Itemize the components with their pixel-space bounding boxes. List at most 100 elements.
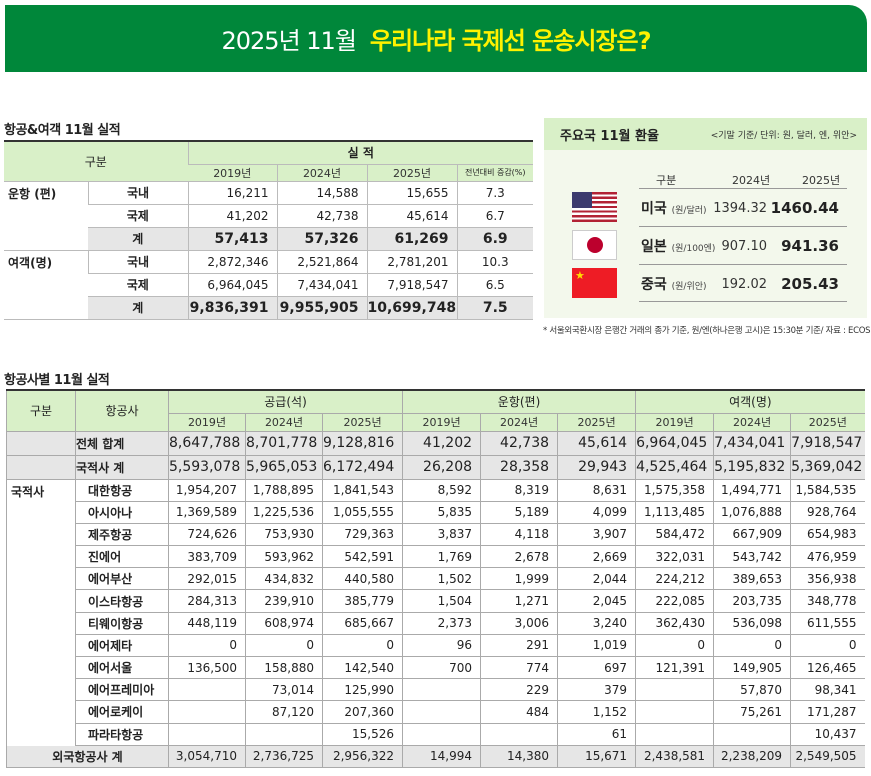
cell-value: 584,472 xyxy=(635,523,714,547)
cell-value: 125,990 xyxy=(321,678,403,702)
cell-value: 2,549,505 xyxy=(790,745,865,768)
cell-value: 928,764 xyxy=(790,501,865,524)
cell-value: 26,208 xyxy=(402,455,481,480)
fx-value-2025: 205.43 xyxy=(781,275,839,293)
cell-value: 61,269 xyxy=(366,227,457,251)
cell-value: 57,326 xyxy=(276,227,367,251)
cell-value: 667,909 xyxy=(713,523,791,547)
exchange-rate-unit: <기말 기준/ 단위: 원, 달러, 엔, 위안> xyxy=(710,130,857,141)
cell-value: 10.3 xyxy=(456,250,534,274)
table-row: 국제 41,202 42,738 45,614 6.7 xyxy=(4,204,534,228)
cell-value: 292,015 xyxy=(168,567,246,591)
cell-value: 0 xyxy=(635,634,714,658)
cell-value: 2,678 xyxy=(480,545,558,569)
cell-value: 7,434,041 xyxy=(276,273,367,297)
cell-value: 1,584,535 xyxy=(790,479,865,502)
cell-value: 1,369,589 xyxy=(168,501,246,524)
banner-date: 2025년 11월 xyxy=(221,27,357,55)
cell-value: 2,044 xyxy=(557,567,636,591)
national-total-row: 국적사 계 5,593,078 5,965,053 6,172,494 26,208 28… xyxy=(6,455,865,480)
cell-value: 61 xyxy=(557,723,636,746)
airlines-title: 항공사별 11월 실적 xyxy=(4,373,110,388)
cell-value: 28,358 xyxy=(480,455,558,480)
cell-value xyxy=(168,723,246,746)
airline-name: 아시아나 xyxy=(75,501,169,524)
header-year: 2024년 xyxy=(713,413,791,432)
cell-value: 608,974 xyxy=(245,612,323,635)
cell-value: 0 xyxy=(790,634,865,658)
cell-value: 1,502 xyxy=(402,567,481,591)
cell-value: 1,019 xyxy=(557,634,636,658)
airline-row: 진에어 383,709 593,962 542,591 1,769 2,678 2,669 3… xyxy=(7,545,865,569)
cell-value: 4,525,464 xyxy=(635,455,714,480)
cell-value: 158,880 xyxy=(245,656,323,680)
header-years-row: 2019년 2024년 2025년 전년대비 증감(%) xyxy=(4,164,534,182)
cell-value: 207,360 xyxy=(321,700,403,724)
airline-name: 제주항공 xyxy=(75,523,169,547)
header-year: 2025년 xyxy=(366,164,457,182)
summary-title: 항공&여객 11월 실적 xyxy=(4,123,121,138)
cell-value: 774 xyxy=(480,656,558,680)
header-category: 구분 xyxy=(4,141,188,182)
header-category: 구분 xyxy=(6,390,76,432)
cell-value: 5,965,053 xyxy=(245,455,323,480)
cell-value: 7,434,041 xyxy=(713,431,791,456)
cell-value xyxy=(245,723,323,746)
group-label: 운항 (편) xyxy=(4,181,88,251)
cell-value: 8,319 xyxy=(480,479,558,502)
cell-value: 3,054,710 xyxy=(168,745,246,768)
cell-value xyxy=(168,678,246,702)
fx-value-2024: 907.10 xyxy=(721,239,768,254)
cell-value xyxy=(168,700,246,724)
exchange-rate-note: * 서울외국환시장 은행간 거래의 종가 기준, 원/엔(하나은행 고시)은 1… xyxy=(543,326,871,336)
cell-value xyxy=(635,723,714,746)
cell-value: 1,271 xyxy=(480,589,558,613)
cell-value: 1,225,536 xyxy=(245,501,323,524)
cell-value: 2,438,581 xyxy=(635,745,714,768)
cell-value: 5,369,042 xyxy=(790,455,865,480)
row-label: 국제 xyxy=(88,273,188,297)
cell-value: 41,202 xyxy=(402,431,481,456)
cell-value: 8,631 xyxy=(557,479,636,502)
cell-value: 291 xyxy=(480,634,558,658)
header-years-row: 2019년 2024년 2025년 2019년 2024년 2025년 2019년 2024년… xyxy=(7,413,865,432)
header-year: 2025년 xyxy=(557,413,636,432)
fx-country: 미국 (원/달러) xyxy=(641,201,707,217)
cell-value xyxy=(402,678,481,702)
blank xyxy=(6,431,76,456)
cell-value: 4,099 xyxy=(557,501,636,524)
cell-value: 222,085 xyxy=(635,589,714,613)
airline-row: 파라타항공 15,526 61 10,437 xyxy=(7,723,865,746)
cell-value: 2,373 xyxy=(402,612,481,635)
cell-value: 8,701,778 xyxy=(245,431,323,456)
cell-value: 136,500 xyxy=(168,656,246,680)
cell-value: 126,465 xyxy=(790,656,865,680)
blank xyxy=(6,455,76,480)
cell-value: 75,261 xyxy=(713,700,791,724)
cell-value: 1,504 xyxy=(402,589,481,613)
cell-value: 41,202 xyxy=(187,204,277,228)
total-row: 계 9,836,391 9,955,905 10,699,748 7.5 xyxy=(4,296,534,320)
fx-row: 일본 (원/100엔) 907.10 941.36 xyxy=(639,226,847,264)
fx-value-2024: 192.02 xyxy=(721,277,768,292)
airline-name: 에어로케이 xyxy=(75,700,169,724)
cell-value: 5,189 xyxy=(480,501,558,524)
table-row: 여객(명) 국내 2,872,346 2,521,864 2,781,201 10.3 xyxy=(4,250,534,320)
exchange-rate-panel: 주요국 11월 환율 <기말 기준/ 단위: 원, 달러, 엔, 위안> 구분 … xyxy=(544,118,867,318)
cell-value: 2,669 xyxy=(557,545,636,569)
airline-row: 이스타항공 284,313 239,910 385,779 1,504 1,271 2,04… xyxy=(7,589,865,613)
cell-value: 724,626 xyxy=(168,523,246,547)
cell-value: 121,391 xyxy=(635,656,714,680)
cell-value: 440,580 xyxy=(321,567,403,591)
airline-row: 에어서울 136,500 158,880 142,540 700 774 697 121,39… xyxy=(7,656,865,680)
airline-name: 에어프레미아 xyxy=(75,678,169,702)
cell-value: 379 xyxy=(557,678,636,702)
cell-value: 7.3 xyxy=(456,181,534,205)
row-label: 외국항공사 계 xyxy=(6,745,169,768)
header-year: 2024년 xyxy=(480,413,558,432)
airline-name: 에어부산 xyxy=(75,567,169,591)
cell-value: 3,240 xyxy=(557,612,636,635)
cell-value: 229 xyxy=(480,678,558,702)
cell-value: 203,735 xyxy=(713,589,791,613)
cell-value: 6,172,494 xyxy=(321,455,403,480)
